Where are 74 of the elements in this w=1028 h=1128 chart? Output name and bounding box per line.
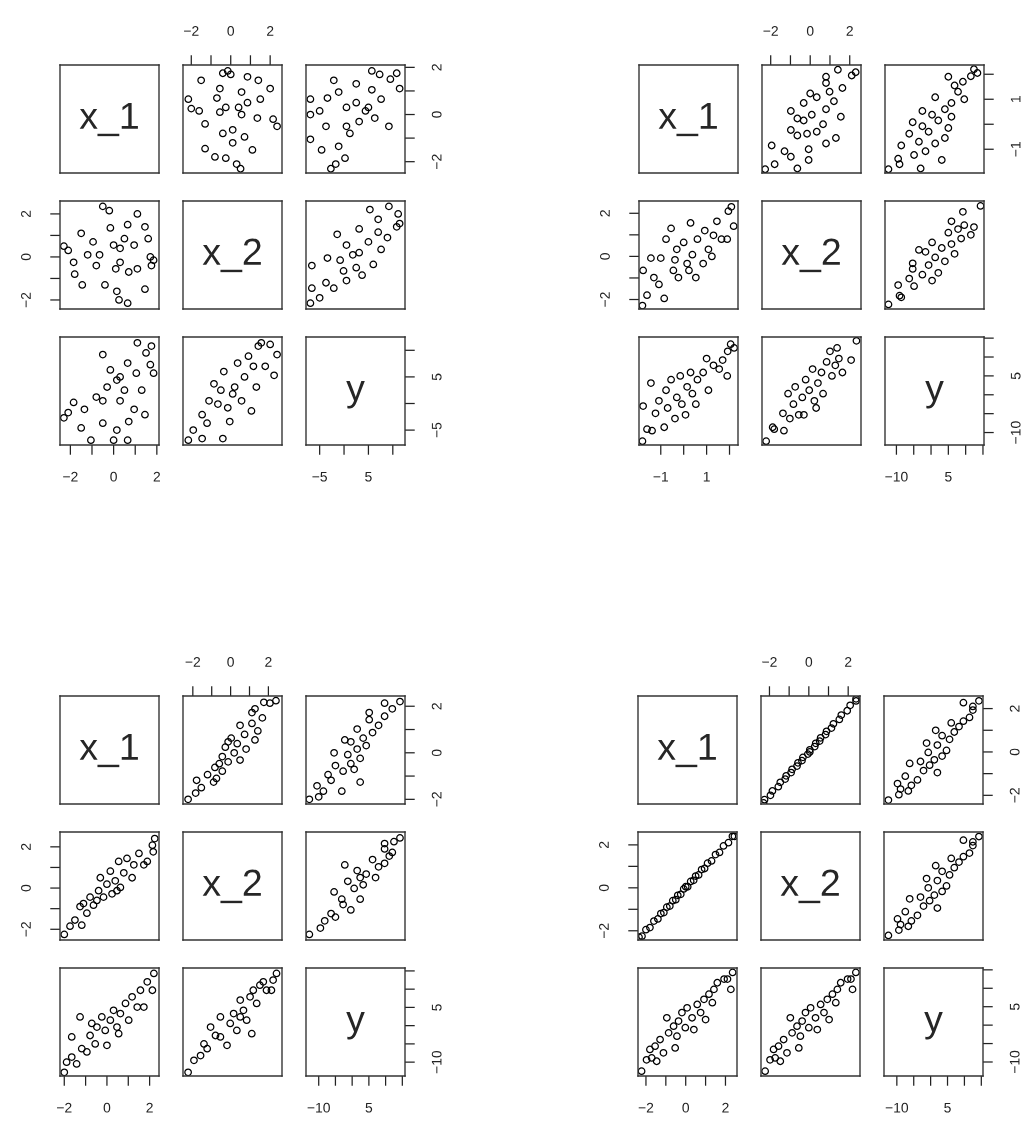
y-tick-label: 0 bbox=[431, 111, 442, 118]
annotation: y bbox=[925, 380, 944, 409]
x-tick-label: −2 bbox=[763, 26, 778, 36]
y-tick-label: 2 bbox=[600, 210, 610, 217]
y-tick-label: 5 bbox=[431, 373, 442, 381]
text: x_2 bbox=[780, 869, 839, 904]
y-tick-label: 0 bbox=[600, 253, 610, 260]
x-tick-label: −10 bbox=[885, 1102, 909, 1113]
y-tick-label: −2 bbox=[600, 292, 610, 307]
x-tick-label: 5 bbox=[365, 1102, 373, 1113]
x-tick-label: 0 bbox=[806, 26, 814, 36]
x-tick-label: 0 bbox=[682, 1102, 690, 1113]
x-tick-label: −2 bbox=[638, 1102, 654, 1113]
x-tick-label: 0 bbox=[227, 26, 235, 36]
x-tick-label: −2 bbox=[63, 471, 78, 482]
x-tick-label: 2 bbox=[146, 1102, 153, 1113]
y-tick-label: 5 bbox=[431, 1004, 442, 1011]
y-tick-label: 0 bbox=[431, 749, 442, 757]
y-tick-label: −1 bbox=[1010, 142, 1021, 157]
y-tick-label: 2 bbox=[599, 841, 609, 849]
x-tick-label: 0 bbox=[805, 657, 813, 667]
x-tick-label: −2 bbox=[762, 657, 777, 667]
y-tick-label: −10 bbox=[1010, 421, 1021, 444]
x-tick-label: 2 bbox=[267, 26, 274, 36]
y-tick-label: −2 bbox=[1009, 788, 1020, 803]
x-tick-label: 0 bbox=[227, 657, 234, 667]
x-tick-label: −2 bbox=[57, 1102, 72, 1113]
x-tick-label: 5 bbox=[365, 471, 372, 482]
y-tick-label: −2 bbox=[599, 923, 609, 938]
y-tick-label: −5 bbox=[431, 422, 442, 438]
y-tick-label: 1 bbox=[1010, 96, 1021, 103]
x-tick-label: 0 bbox=[103, 1102, 111, 1113]
x-tick-label: 2 bbox=[846, 26, 853, 36]
y-tick-label: 5 bbox=[1009, 1003, 1020, 1011]
annotation: y bbox=[346, 380, 365, 409]
x-tick-label: 1 bbox=[703, 471, 710, 482]
y-tick-label: 0 bbox=[599, 884, 609, 892]
y-tick-label: −2 bbox=[21, 292, 31, 308]
text: x_1 bbox=[79, 733, 138, 768]
y-tick-label: 0 bbox=[21, 884, 31, 892]
x-tick-label: 2 bbox=[265, 657, 272, 667]
y-tick-label: −2 bbox=[431, 154, 442, 169]
y-tick-label: −10 bbox=[431, 1050, 442, 1074]
text: x_2 bbox=[202, 238, 261, 273]
x-tick-label: 5 bbox=[945, 471, 952, 482]
y-tick-label: 5 bbox=[1010, 372, 1021, 380]
text: x_2 bbox=[202, 869, 261, 904]
x-tick-label: 2 bbox=[845, 657, 852, 667]
text: x_2 bbox=[781, 238, 840, 273]
x-tick-label: −1 bbox=[653, 471, 669, 482]
x-tick-label: −5 bbox=[312, 471, 327, 482]
y-tick-label: 2 bbox=[431, 64, 442, 71]
text: x_1 bbox=[658, 102, 717, 137]
y-tick-label: −2 bbox=[431, 792, 442, 807]
x-tick-label: 2 bbox=[153, 471, 160, 482]
y-tick-label: 0 bbox=[1009, 748, 1020, 756]
x-tick-label: 0 bbox=[110, 471, 117, 482]
y-tick-label: 2 bbox=[21, 210, 31, 218]
text: x_1 bbox=[657, 733, 716, 768]
y-tick-label: 0 bbox=[21, 253, 31, 261]
x-tick-label: −2 bbox=[185, 657, 201, 667]
x-tick-label: −10 bbox=[885, 471, 908, 482]
y-tick-label: −10 bbox=[1009, 1050, 1020, 1074]
annotation: y bbox=[924, 1011, 943, 1040]
y-tick-label: −2 bbox=[21, 922, 31, 937]
y-tick-label: 2 bbox=[21, 843, 31, 850]
x-tick-label: −2 bbox=[184, 26, 199, 36]
x-tick-label: 5 bbox=[944, 1102, 951, 1113]
x-tick-label: 2 bbox=[722, 1102, 729, 1113]
annotation: y bbox=[346, 1011, 365, 1040]
y-tick-label: 2 bbox=[1009, 705, 1020, 712]
x-tick-label: −10 bbox=[307, 1102, 330, 1113]
y-tick-label: 2 bbox=[431, 703, 442, 710]
text: x_1 bbox=[79, 102, 138, 137]
